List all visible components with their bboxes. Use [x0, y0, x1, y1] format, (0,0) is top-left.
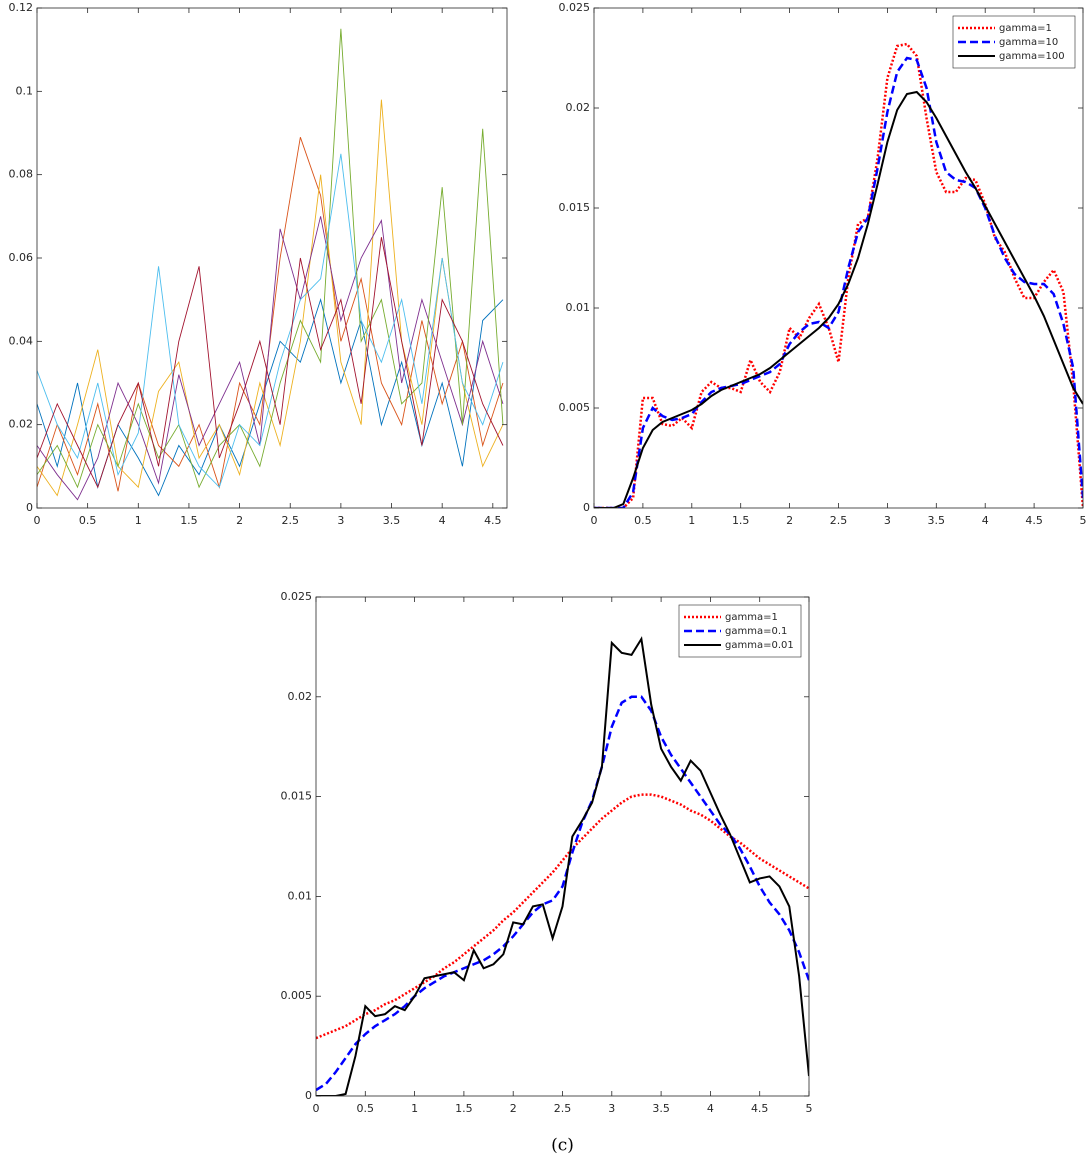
x-tick-label: 3 — [608, 1102, 615, 1115]
x-tick-label: 4 — [439, 514, 446, 527]
x-tick-label: 0 — [34, 514, 41, 527]
y-tick-label: 0.04 — [9, 334, 34, 347]
x-tick-label: 4 — [707, 1102, 714, 1115]
y-tick-label: 0 — [583, 501, 590, 514]
x-tick-label: 3 — [337, 514, 344, 527]
x-tick-label: 1.5 — [180, 514, 198, 527]
data-line — [594, 56, 1083, 508]
legend-label: gamma=0.1 — [725, 626, 787, 637]
y-tick-label: 0.025 — [281, 590, 313, 603]
x-tick-label: 1.5 — [732, 514, 750, 527]
x-tick-label: 0.5 — [79, 514, 97, 527]
data-line — [37, 237, 504, 489]
caption: (c) — [551, 1136, 574, 1156]
y-tick-label: 0.005 — [281, 989, 313, 1002]
legend-label: gamma=0.01 — [725, 640, 794, 651]
legend: gamma=1 gamma=10 gamma=100 — [952, 15, 1076, 69]
x-tick-label: 5 — [1080, 514, 1087, 527]
data-line — [37, 153, 504, 489]
y-tick-label: 0.08 — [9, 168, 34, 181]
x-tick-label: 1 — [688, 514, 695, 527]
x-tick-label: 1.5 — [455, 1102, 473, 1115]
y-tick-label: 0.1 — [16, 84, 34, 97]
x-tick-label: 1 — [411, 1102, 418, 1115]
data-line — [594, 90, 1083, 508]
x-tick-label: 4.5 — [484, 514, 502, 527]
y-tick-label: 0.015 — [559, 201, 591, 214]
x-tick-label: 2.5 — [281, 514, 299, 527]
legend-label: gamma=1 — [999, 23, 1052, 34]
data-line — [316, 636, 809, 1096]
y-tick-label: 0.005 — [559, 401, 591, 414]
x-tick-label: 4.5 — [1025, 514, 1043, 527]
legend-label: gamma=100 — [999, 51, 1065, 62]
legend-box — [952, 15, 1076, 69]
legend-label: gamma=10 — [999, 37, 1058, 48]
x-tick-label: 0 — [313, 1102, 320, 1115]
legend-label: gamma=1 — [725, 612, 778, 623]
plot-area — [594, 8, 1083, 508]
y-tick-label: 0.01 — [566, 301, 591, 314]
data-line — [37, 216, 504, 501]
x-tick-label: 2.5 — [830, 514, 848, 527]
x-tick-label: 0 — [591, 514, 598, 527]
x-tick-label: 3.5 — [928, 514, 946, 527]
y-tick-label: 0.025 — [559, 1, 591, 14]
x-tick-label: 0.5 — [357, 1102, 375, 1115]
x-tick-label: 2 — [786, 514, 793, 527]
x-tick-label: 4 — [982, 514, 989, 527]
y-tick-label: 0.01 — [288, 889, 313, 902]
plot-area — [37, 8, 507, 508]
data-line — [316, 695, 809, 1092]
x-tick-label: 2.5 — [554, 1102, 572, 1115]
x-tick-label: 3 — [884, 514, 891, 527]
x-tick-label: 5 — [806, 1102, 813, 1115]
y-tick-label: 0.12 — [9, 1, 34, 14]
x-tick-label: 1 — [135, 514, 142, 527]
y-tick-label: 0.02 — [566, 101, 591, 114]
data-line — [37, 99, 504, 497]
legend: gamma=1 gamma=0.1 gamma=0.01 — [678, 604, 802, 658]
y-tick-label: 0.06 — [9, 251, 34, 264]
x-tick-label: 3.5 — [652, 1102, 670, 1115]
y-tick-label: 0 — [26, 501, 33, 514]
y-tick-label: 0 — [305, 1089, 312, 1102]
y-tick-label: 0.02 — [288, 690, 313, 703]
x-tick-label: 3.5 — [383, 514, 401, 527]
y-tick-label: 0.02 — [9, 418, 34, 431]
x-tick-label: 0.5 — [634, 514, 652, 527]
y-tick-label: 0.015 — [281, 790, 313, 803]
x-tick-label: 2 — [510, 1102, 517, 1115]
x-tick-label: 2 — [236, 514, 243, 527]
x-tick-label: 4.5 — [751, 1102, 769, 1115]
